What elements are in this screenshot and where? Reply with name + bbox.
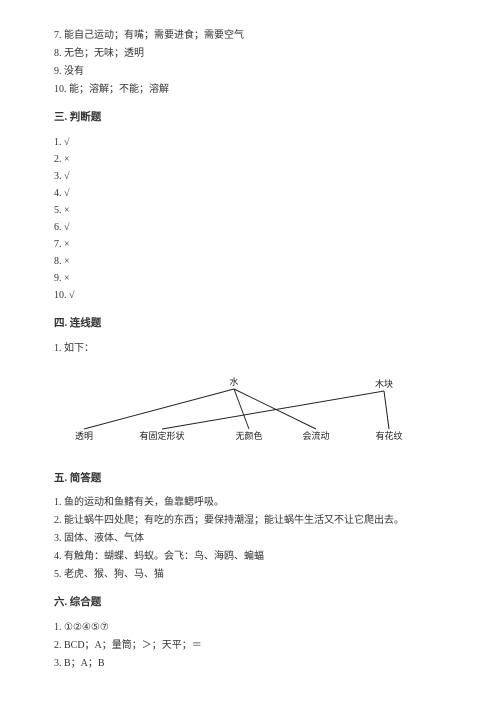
comprehensive-answer: 1. ①②④⑤⑦ [54, 620, 446, 636]
diagram-edge [384, 391, 389, 429]
judge-answer: 2. × [54, 152, 446, 168]
diagram-node-label: 会流动 [302, 430, 329, 441]
fill-in-line: 9. 没有 [54, 64, 446, 80]
matching-diagram: 水 木块透明 有固定形状 无颜色 会流动 有花纹 [54, 367, 446, 457]
fill-in-line: 10. 能；溶解；不能；溶解 [54, 82, 446, 98]
short-answer: 5. 老虎、猴、狗、马、猫 [54, 567, 446, 583]
fill-in-block: 7. 能自己运动；有嘴；需要进食；需要空气 8. 无色；无味；透明 9. 没有 … [54, 28, 446, 98]
diagram-node-label: 无颜色 [235, 430, 262, 441]
judge-answer: 9. × [54, 271, 446, 287]
comprehensive-answer: 3. B；A；B [54, 656, 446, 672]
short-answer: 3. 固体、液体、气体 [54, 531, 446, 547]
diagram-edge [84, 389, 234, 429]
comprehensive-answer: 2. BCD；A；量筒；＞；天平；＝ [54, 638, 446, 654]
fill-in-line: 7. 能自己运动；有嘴；需要进食；需要空气 [54, 28, 446, 44]
section-6-answers: 1. ①②④⑤⑦ 2. BCD；A；量筒；＞；天平；＝ 3. B；A；B [54, 620, 446, 672]
diagram-node-label: 木块 [375, 378, 393, 389]
judge-answer: 10. √ [54, 288, 446, 304]
judge-answer: 6. √ [54, 220, 446, 236]
section-5-answers: 1. 鱼的运动和鱼鳍有关，鱼靠鳃呼吸。 2. 能让蜗牛四处爬；有吃的东西；要保持… [54, 495, 446, 583]
diagram-edge [162, 391, 384, 429]
diagram-node-label: 透明 [75, 431, 93, 441]
judge-answer: 5. × [54, 203, 446, 219]
section-3-answers: 1. √ 2. × 3. √ 4. √ 5. × 6. √ 7. × 8. × … [54, 135, 446, 304]
diagram-node-label: 水 [229, 376, 238, 387]
section-6-heading: 六. 综合题 [54, 595, 446, 612]
section-5-heading: 五. 简答题 [54, 471, 446, 488]
judge-answer: 7. × [54, 237, 446, 253]
judge-answer: 1. √ [54, 135, 446, 151]
judge-answer: 4. √ [54, 186, 446, 202]
section-4-intro: 1. 如下： [54, 341, 446, 357]
short-answer: 4. 有触角：蝴蝶、蚂蚁。会飞：鸟、海鸥、蝙蝠 [54, 549, 446, 565]
section-4-heading: 四. 连线题 [54, 316, 446, 333]
diagram-node-label: 有固定形状 [139, 430, 184, 441]
matching-svg: 水 木块透明 有固定形状 无颜色 会流动 有花纹 [54, 367, 434, 457]
short-answer: 2. 能让蜗牛四处爬；有吃的东西；要保持潮湿；能让蜗牛生活又不让它爬出去。 [54, 513, 446, 529]
section-3-heading: 三. 判断题 [54, 110, 446, 127]
diagram-node-label: 有花纹 [375, 430, 402, 441]
short-answer: 1. 鱼的运动和鱼鳍有关，鱼靠鳃呼吸。 [54, 495, 446, 511]
judge-answer: 3. √ [54, 169, 446, 185]
fill-in-line: 8. 无色；无味；透明 [54, 46, 446, 62]
judge-answer: 8. × [54, 254, 446, 270]
